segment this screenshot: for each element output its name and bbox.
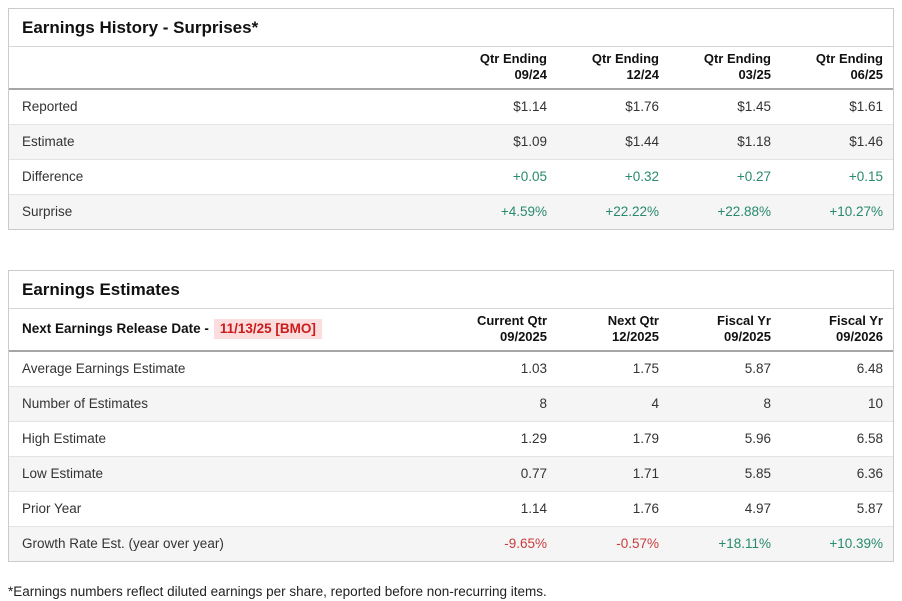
row-label: Number of Estimates bbox=[9, 385, 445, 421]
cell-value: 8 bbox=[445, 385, 557, 421]
row-label: Average Earnings Estimate bbox=[22, 361, 186, 377]
earnings-estimates-section: Earnings Estimates Next Earnings Release… bbox=[8, 270, 894, 562]
column-header-next-qtr: Next Qtr 12/2025 bbox=[557, 309, 669, 352]
release-date-label: Next Earnings Release Date - bbox=[22, 321, 209, 336]
cell-value: +0.05 bbox=[445, 158, 557, 194]
earnings-footnote: *Earnings numbers reflect diluted earnin… bbox=[8, 584, 547, 599]
table-row-prior-year: Prior Year 1.14 1.76 4.97 5.87 bbox=[9, 490, 893, 526]
cell-value: +0.15 bbox=[781, 158, 893, 194]
cell-value: $1.09 bbox=[445, 123, 557, 159]
cell-value: 6.36 bbox=[781, 455, 893, 491]
header-spacer bbox=[9, 47, 445, 90]
column-header-fiscal-yr-2026: Fiscal Yr 09/2026 bbox=[781, 309, 893, 352]
cell-value: +10.39% bbox=[781, 525, 893, 561]
release-date-badge: 11/13/25 [BMO] bbox=[213, 319, 322, 339]
cell-value: $1.61 bbox=[849, 99, 883, 115]
table-row-growth-rate: Growth Rate Est. (year over year) -9.65%… bbox=[9, 525, 893, 561]
cell-value: $1.44 bbox=[557, 123, 669, 159]
row-label: Difference bbox=[9, 158, 445, 194]
cell-value: +4.59% bbox=[445, 193, 557, 229]
column-header-fiscal-yr-2025: Fiscal Yr 09/2025 bbox=[669, 309, 781, 352]
cell-value: 5.87 bbox=[744, 361, 771, 377]
table-row-reported: Reported $1.14 $1.76 $1.45 $1.61 bbox=[9, 89, 893, 124]
cell-value: $1.46 bbox=[781, 123, 893, 159]
row-label: Prior Year bbox=[9, 490, 445, 526]
cell-value: 1.03 bbox=[520, 361, 547, 377]
cell-value: +22.88% bbox=[669, 193, 781, 229]
earnings-history-table: Qtr Ending 09/24 Qtr Ending 12/24 Qtr Endi… bbox=[9, 47, 893, 229]
table-row-low-estimate: Low Estimate 0.77 1.71 5.85 6.36 bbox=[9, 455, 893, 491]
table-row-number-of-estimates: Number of Estimates 8 4 8 10 bbox=[9, 385, 893, 421]
table-row-estimate: Estimate $1.09 $1.44 $1.18 $1.46 bbox=[9, 123, 893, 159]
cell-value: $1.76 bbox=[625, 99, 659, 115]
earnings-estimates-title: Earnings Estimates bbox=[9, 271, 893, 309]
cell-value: 1.71 bbox=[557, 455, 669, 491]
cell-value: 6.58 bbox=[781, 420, 893, 456]
cell-value: 1.79 bbox=[557, 420, 669, 456]
cell-value: +10.27% bbox=[781, 193, 893, 229]
cell-value: 5.96 bbox=[669, 420, 781, 456]
cell-value: 5.85 bbox=[669, 455, 781, 491]
earnings-estimates-header-row: Next Earnings Release Date - 11/13/25 [BM… bbox=[9, 309, 893, 352]
row-label: High Estimate bbox=[9, 420, 445, 456]
cell-value: +0.27 bbox=[669, 158, 781, 194]
earnings-estimates-table: Next Earnings Release Date - 11/13/25 [BM… bbox=[9, 309, 893, 561]
row-label: Low Estimate bbox=[9, 455, 445, 491]
cell-value: 4.97 bbox=[669, 490, 781, 526]
cell-value: 1.14 bbox=[445, 490, 557, 526]
cell-value: -0.57% bbox=[557, 525, 669, 561]
cell-value: 6.48 bbox=[856, 361, 883, 377]
cell-value: $1.18 bbox=[669, 123, 781, 159]
earnings-history-header-row: Qtr Ending 09/24 Qtr Ending 12/24 Qtr Endi… bbox=[9, 47, 893, 90]
cell-value: +22.22% bbox=[557, 193, 669, 229]
next-earnings-release-date: Next Earnings Release Date - 11/13/25 [BM… bbox=[9, 309, 445, 352]
cell-value: +18.11% bbox=[669, 525, 781, 561]
cell-value: +0.32 bbox=[557, 158, 669, 194]
cell-value: 1.76 bbox=[557, 490, 669, 526]
table-row-surprise: Surprise +4.59% +22.22% +22.88% +10.27% bbox=[9, 193, 893, 229]
cell-value: 8 bbox=[669, 385, 781, 421]
earnings-history-section: Earnings History - Surprises* Qtr Ending… bbox=[8, 8, 894, 230]
cell-value: 1.29 bbox=[445, 420, 557, 456]
earnings-history-title: Earnings History - Surprises* bbox=[9, 9, 893, 47]
row-label: Reported bbox=[22, 99, 78, 115]
cell-value: 10 bbox=[781, 385, 893, 421]
cell-value: 4 bbox=[557, 385, 669, 421]
table-row-average-earnings-estimate: Average Earnings Estimate 1.03 1.75 5.87… bbox=[9, 351, 893, 386]
row-label: Growth Rate Est. (year over year) bbox=[9, 525, 445, 561]
cell-value: $1.14 bbox=[513, 99, 547, 115]
table-row-difference: Difference +0.05 +0.32 +0.27 +0.15 bbox=[9, 158, 893, 194]
row-label: Estimate bbox=[9, 123, 445, 159]
cell-value: 0.77 bbox=[445, 455, 557, 491]
cell-value: $1.45 bbox=[737, 99, 771, 115]
cell-value: 1.75 bbox=[632, 361, 659, 377]
column-header-qtr-0625: Qtr Ending 06/25 bbox=[781, 47, 893, 90]
column-header-current-qtr: Current Qtr 09/2025 bbox=[445, 309, 557, 352]
cell-value: 5.87 bbox=[781, 490, 893, 526]
column-header-qtr-0924: Qtr Ending 09/24 bbox=[445, 47, 557, 90]
table-row-high-estimate: High Estimate 1.29 1.79 5.96 6.58 bbox=[9, 420, 893, 456]
row-label: Surprise bbox=[9, 193, 445, 229]
column-header-qtr-0325: Qtr Ending 03/25 bbox=[669, 47, 781, 90]
cell-value: -9.65% bbox=[445, 525, 557, 561]
column-header-qtr-1224: Qtr Ending 12/24 bbox=[557, 47, 669, 90]
